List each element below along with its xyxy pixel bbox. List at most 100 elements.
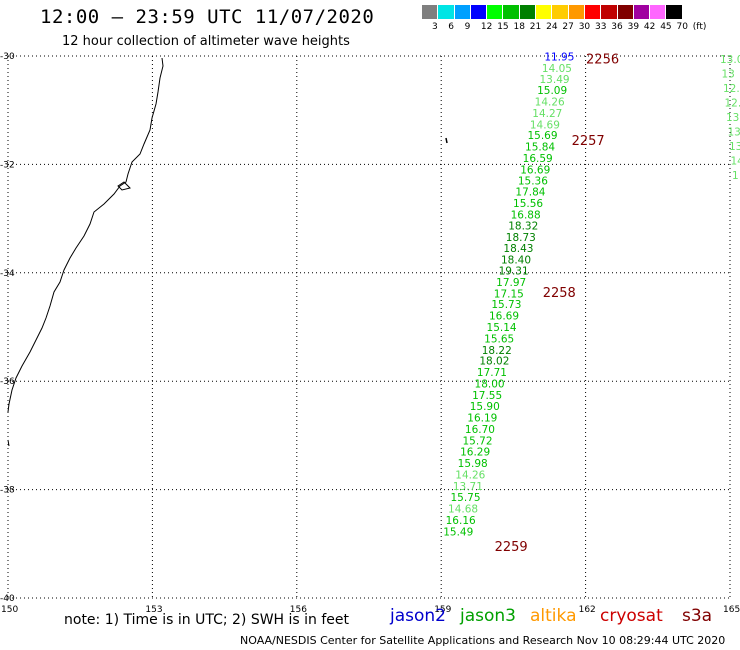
swh-value: 18.32: [508, 221, 538, 233]
satellite-legend-s3a: s3a: [682, 606, 713, 626]
swh-value: 14.27: [532, 108, 562, 120]
pass-time-label: 2258: [543, 286, 576, 301]
longitude-label: 153: [145, 605, 162, 615]
pass-time-label: 2257: [572, 134, 605, 149]
swh-value: 15.14: [487, 322, 517, 334]
color-scale-label: 42: [643, 22, 656, 32]
color-scale-swatch: [666, 5, 683, 19]
credit-line: NOAA/NESDIS Center for Satellite Applica…: [240, 634, 726, 647]
color-scale-swatch: [650, 5, 667, 19]
color-scale-swatch: [552, 5, 569, 19]
pass-time-label: 2256: [586, 53, 619, 68]
swh-value-partial: 13: [726, 112, 739, 124]
swh-value: 17.15: [494, 288, 524, 300]
swh-value: 11.95: [544, 52, 574, 64]
swh-value: 15.75: [450, 492, 480, 504]
color-scale-swatch: [454, 5, 471, 19]
partial-track-east: 13.0 13 12. 12. 13 13 13 14 1: [720, 54, 740, 182]
latitude-label: -38: [0, 486, 15, 496]
color-scale-label: 9: [464, 22, 471, 32]
color-scale-swatch: [633, 5, 651, 19]
swh-value: 15.36: [518, 176, 548, 188]
swh-value: 18.73: [506, 232, 536, 244]
longitude-label: 165: [723, 605, 740, 615]
swh-value: 14.26: [535, 97, 565, 109]
longitude-label: 156: [290, 605, 307, 615]
swh-value: 16.88: [511, 209, 541, 221]
coastline-island: [445, 137, 448, 144]
color-scale-swatch: [503, 5, 520, 19]
swh-value: 15.56: [513, 198, 543, 210]
color-scale-swatch: [568, 5, 585, 19]
swh-value: 16.59: [523, 153, 553, 165]
swh-value: 17.71: [477, 367, 507, 379]
swh-value: 16.19: [467, 413, 497, 425]
swh-value: 14.26: [455, 469, 485, 481]
swh-value-partial: 12.: [723, 83, 740, 95]
satellite-legend-altika: altika: [530, 606, 577, 626]
swh-value: 18.40: [501, 254, 531, 266]
swh-value: 15.69: [527, 130, 557, 142]
longitude-label: 162: [579, 605, 596, 615]
color-scale-label: 6: [448, 22, 455, 32]
satellite-legend-jason3: jason3: [460, 606, 516, 626]
swh-value: 15.09: [537, 85, 567, 97]
color-scale-label: 24: [546, 22, 558, 32]
swh-value: 16.29: [460, 447, 490, 459]
swh-value: 15.73: [491, 299, 521, 311]
swh-value: 16.16: [446, 515, 476, 527]
swh-value-partial: 13: [729, 141, 740, 153]
latitude-label: -32: [0, 160, 15, 170]
page-subtitle: 12 hour collection of altimeter wave hei…: [62, 34, 350, 49]
pass-time-label: 2259: [495, 540, 528, 555]
color-scale-labels: 3 6 9 12 15 18 21 24 27 30 33 36 39 42 45 70 (ft): [422, 22, 740, 34]
swh-value-partial: 13.0: [720, 54, 740, 66]
latitude-label: -34: [0, 269, 15, 279]
swh-value: 18.00: [475, 378, 505, 390]
swh-value: 14.68: [448, 504, 478, 516]
swh-value: 18.22: [482, 345, 512, 357]
longitude-label: 150: [1, 605, 18, 615]
color-scale-label: (ft): [692, 22, 707, 32]
swh-value: 15.65: [484, 333, 514, 345]
color-scale-label: 33: [595, 22, 607, 32]
swh-value: 18.02: [479, 356, 509, 368]
color-scale-label: 15: [497, 22, 509, 32]
latitude-label: -36: [0, 377, 15, 387]
color-scale-swatch: [438, 5, 455, 19]
color-scale-label: 39: [627, 22, 640, 32]
color-scale-label: 45: [660, 22, 672, 32]
swh-value: 15.98: [458, 458, 488, 470]
latitude-label: -40: [0, 594, 15, 604]
footnote: note: 1) Time is in UTC; 2) SWH is in fe…: [64, 612, 350, 628]
satellite-legend-jason2: jason2: [390, 606, 446, 626]
swh-value: 13.71: [453, 481, 483, 493]
color-scale-label: 27: [562, 22, 574, 32]
pass-time-labels: 2256 2257 2258 2259: [495, 53, 620, 555]
swh-value: 16.69: [489, 311, 519, 323]
swh-value: 18.43: [503, 243, 533, 255]
latitude-label: -30: [0, 52, 15, 62]
swh-value: 19.31: [499, 266, 529, 278]
swh-value: 16.69: [520, 164, 550, 176]
longitude-label: 159: [434, 605, 451, 615]
color-scale-label: 3: [432, 22, 438, 32]
swh-value-partial: 13: [728, 127, 740, 139]
swh-value: 15.72: [462, 435, 492, 447]
coastline: [7, 57, 448, 447]
swh-observations: 11.9514.0513.4915.0914.2614.2714.6915.69…: [443, 52, 574, 539]
color-scale-label: 18: [513, 22, 525, 32]
swh-value: 14.69: [530, 119, 560, 131]
swh-value: 13.49: [540, 74, 570, 86]
wave-height-color-scale: [422, 5, 683, 19]
coastline-inlet: [117, 181, 131, 191]
color-scale-swatch: [422, 5, 439, 19]
color-scale-swatch: [536, 5, 553, 19]
color-scale-swatch: [617, 5, 634, 19]
color-scale-label: 12: [480, 22, 493, 32]
color-scale-swatch: [470, 5, 488, 19]
color-scale-swatch: [584, 5, 602, 19]
color-scale-label: 21: [529, 22, 542, 32]
swh-value: 14.05: [542, 63, 572, 75]
swh-value: 15.90: [470, 401, 500, 413]
